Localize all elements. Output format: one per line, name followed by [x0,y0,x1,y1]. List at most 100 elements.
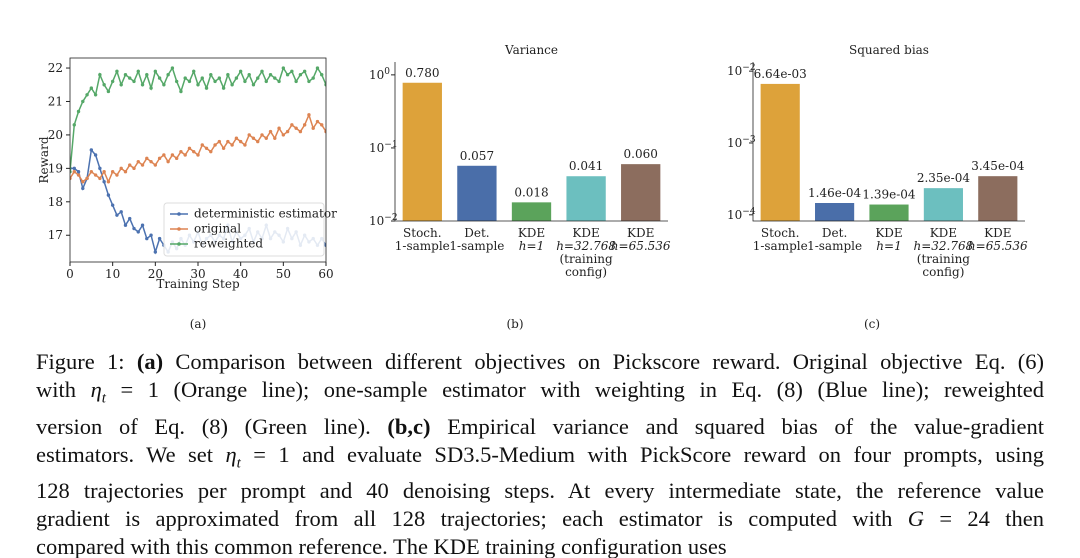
point [119,210,123,214]
caption-bold: (b,c) [387,413,431,439]
x-tick-label: 30 [190,267,205,281]
point [98,73,102,77]
point [136,159,140,164]
y-tick-label: 21 [48,94,63,108]
point [145,156,149,161]
x-tick-label: KDE h=1 [875,226,902,253]
x-tick-label: Det. 1-sample [807,226,862,253]
axis-spines [394,62,668,222]
point [81,186,85,191]
point [320,123,324,127]
point [153,69,158,74]
point [247,133,251,137]
point [110,203,115,207]
caption-text: Figure 1: [36,349,137,374]
y-tick-label: 17 [48,228,63,242]
y-tick-label: 10−1 [369,140,398,155]
point [136,230,140,234]
x-tick-label: Stoch. 1-sample [395,226,450,253]
value-label: 0.057 [460,149,494,163]
point [209,149,213,154]
x-tick-label: KDE h=1 [518,226,545,253]
point [93,153,98,157]
point [89,170,94,174]
point [102,180,106,184]
caption-text: Comparison between different objectives … [163,349,1045,374]
x-tick-label: 50 [276,267,291,281]
point [320,73,324,77]
caption-text: Empirical variance and squared bias of t… [430,413,1044,439]
math-subscript: t [236,455,241,471]
point [264,136,268,140]
value-label: 1.46e-04 [808,186,862,200]
point [294,79,298,84]
legend-label: deterministic estimator [194,207,337,221]
caption-text: estimators. We set [36,441,226,467]
series-line [70,112,326,184]
point [277,79,281,84]
caption-bold: (a) [136,349,164,374]
caption-line: estimators. We set ηt = 1 and evaluate S… [36,441,1044,478]
caption-text: 128 trajectories per prompt and 40 denoi… [36,478,1044,503]
x-tick-label: Det. 1-sample [449,226,504,253]
point [260,69,264,74]
point [213,143,217,147]
point [234,76,239,80]
legend-marker [177,227,181,231]
panel-label: (a) [190,317,207,331]
point [102,83,106,87]
point [76,109,81,114]
bar [457,165,497,221]
point [192,69,196,74]
point [149,159,153,164]
bar [621,164,661,221]
point [89,148,94,152]
y-tick-label: 10−2 [727,63,756,78]
point [166,159,170,164]
point [98,176,102,181]
point [273,76,277,80]
caption-text: = 24 then [923,506,1044,531]
point [98,166,102,171]
point [298,73,303,77]
point [115,173,119,177]
x-tick-label: Stoch. 1-sample [753,226,808,253]
point [213,79,217,84]
point [85,176,89,181]
y-tick-label: 10−3 [727,135,756,150]
point [204,146,209,150]
caption-text: compared with this common reference. The… [36,534,727,558]
point [217,76,222,80]
point [162,83,166,87]
caption-text: = 1 (Orange line); one-sample estimator … [105,377,1044,402]
y-tick-label: 100 [369,67,390,82]
point [243,79,247,84]
math: η [90,377,102,402]
x-tick-label: KDE h=65.536 [968,226,1028,253]
point [162,153,166,157]
point [157,76,162,80]
caption-line: Figure 1: (a) Comparison between differe… [36,348,1044,376]
point [93,93,98,97]
point [183,76,187,80]
point [85,93,89,97]
value-label: 3.45e-04 [971,159,1025,173]
point [123,170,128,174]
legend-label: reweighted [194,237,263,251]
panel-label: (b) [506,317,523,331]
value-label: 0.060 [624,147,658,161]
point [70,176,72,181]
point [72,170,76,174]
chart-title: Variance [504,43,558,57]
point [123,223,128,227]
point [281,133,286,137]
point [119,166,123,171]
bar [869,204,909,221]
x-tick-label: KDE h=32.768 (training config) [914,226,974,279]
point [234,136,239,140]
point [285,73,290,77]
point [81,180,85,184]
point [307,79,311,84]
point [209,73,213,77]
